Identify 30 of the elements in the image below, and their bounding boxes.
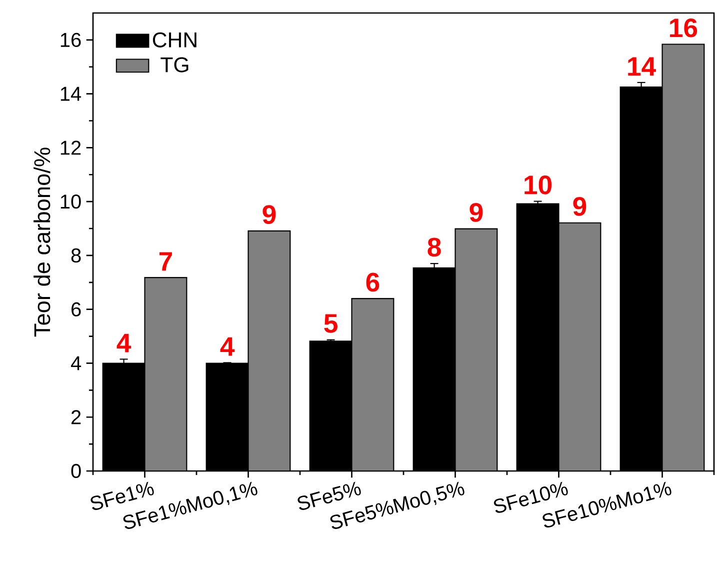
data-label: 9	[262, 205, 276, 224]
data-label: 14	[628, 57, 656, 76]
data-label: 16	[670, 18, 698, 38]
legend-label: TG	[160, 57, 188, 72]
bar	[662, 44, 705, 471]
data-label: 4	[220, 337, 235, 356]
bar	[455, 228, 498, 471]
bar	[144, 278, 187, 471]
y-tick-label: 14	[60, 86, 82, 101]
y-tick-label: 2	[72, 410, 81, 424]
bar	[352, 298, 394, 471]
y-tick-label: 10	[60, 194, 81, 209]
y-tick-label: 16	[60, 32, 81, 48]
data-label: 5	[324, 314, 338, 333]
y-tick-label: 4	[70, 356, 82, 370]
y-tick-label: 8	[71, 248, 81, 263]
legend-label: CHN	[152, 32, 196, 48]
data-label: 6	[366, 272, 380, 292]
data-label: 4	[116, 334, 132, 352]
data-label: 7	[159, 252, 172, 271]
bar	[248, 230, 290, 471]
y-tick-label: 6	[72, 302, 81, 316]
y-axis-title: Teor de carbono/%	[34, 148, 50, 337]
bar	[558, 222, 601, 471]
y-tick-label: 12	[60, 140, 81, 155]
data-label: 10	[524, 176, 552, 194]
y-tick-label: 0	[71, 464, 81, 478]
data-label: 8	[428, 238, 441, 257]
data-label: 9	[573, 197, 586, 216]
data-label: 9	[470, 202, 483, 222]
